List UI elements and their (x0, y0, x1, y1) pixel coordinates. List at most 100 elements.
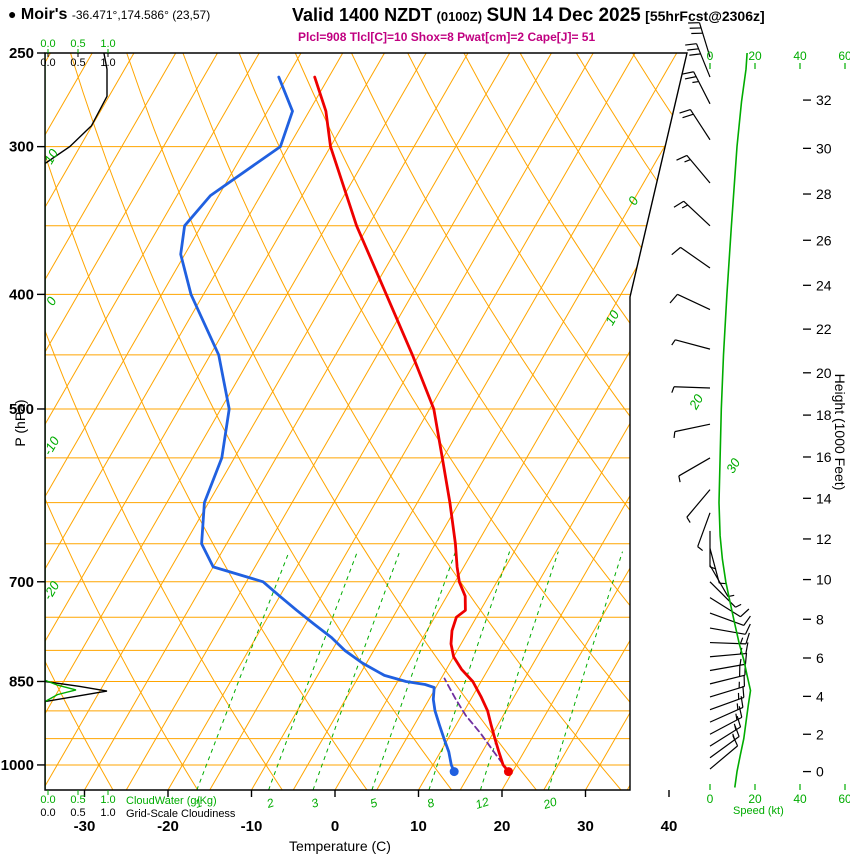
wind-barb (709, 548, 726, 585)
isotherm-label: 0 (625, 193, 642, 207)
isotherm-label: 30 (723, 455, 744, 476)
forecast-tag: [55hrFcst@2306z] (645, 8, 765, 24)
cloudiness-scale-label: 1.0 (100, 807, 115, 819)
pressure-tick-label: 700 (9, 574, 34, 591)
cloudiness-scale-label: 1.0 (100, 57, 115, 69)
pressure-tick-label: 400 (9, 286, 34, 303)
wind-barb (709, 612, 751, 626)
temp-tick-label: 40 (661, 818, 678, 835)
height-tick-label: 32 (816, 92, 832, 108)
station-name: Moir's (20, 6, 68, 23)
temp-tick-label: 10 (410, 818, 427, 835)
height-tick-label: 10 (816, 572, 832, 588)
cloudwater-scale-label: 1.0 (100, 38, 115, 50)
height-tick-label: 18 (816, 407, 832, 423)
valid-date: SUN 14 Dec 2025 (486, 5, 641, 26)
speed-scale-label: 0 (707, 49, 714, 63)
params-line: Plcl=908 Tlcl[C]=10 Shox=8 Pwat[cm]=2 Ca… (298, 30, 596, 44)
pressure-tick-label: 850 (9, 673, 34, 690)
cloudwater-scale-label: 0.0 (40, 794, 55, 806)
cloudwater-profile (45, 53, 77, 789)
wind-barb (709, 675, 746, 698)
plot-grid (45, 53, 687, 790)
station-header: ● Moir's -36.471°,174.586° (23,57) (8, 6, 210, 24)
speed-scale-label: 20 (748, 49, 762, 63)
height-tick-label: 24 (816, 277, 832, 293)
wind-barb (709, 706, 743, 735)
height-tick-label: 22 (816, 321, 832, 337)
cloudwater-axis-title: CloudWater (g/Kg) (126, 795, 217, 807)
height-tick-label: 8 (816, 611, 824, 627)
height-tick-label: 28 (816, 186, 832, 202)
height-tick-label: 12 (816, 531, 832, 547)
wind-barb (709, 632, 750, 645)
wind-barb (688, 22, 711, 58)
wind-barb (709, 530, 717, 570)
valid-main: Valid 1400 NZDT (292, 5, 433, 25)
pressure-axis-title: P (hPa) (12, 399, 28, 447)
wind-barb (685, 43, 711, 78)
height-tick-label: 14 (816, 490, 832, 506)
temp-tick-label: 30 (577, 818, 594, 835)
wind-barb (697, 512, 711, 552)
mixing-ratio-label: 2 (264, 795, 276, 811)
parcel-curve (443, 677, 510, 773)
wind-barb (679, 108, 711, 141)
station-coords: -36.471°,174.586° (23,57) (71, 8, 211, 22)
cloudiness-scale-label: 0.0 (40, 807, 55, 819)
isotherm-label: 10 (41, 146, 62, 167)
wind-barb (671, 339, 711, 350)
surface-temp-dot (503, 767, 513, 777)
temperature-curve (313, 75, 510, 773)
temp-tick-label: -30 (74, 818, 96, 835)
valid-zulu: (0100Z) (436, 9, 483, 24)
height-axis-title: Height (1000 Feet) (832, 373, 848, 491)
height-tick-label: 4 (816, 688, 824, 704)
mixing-ratio-label: 8 (425, 795, 436, 810)
wind-barb (709, 715, 742, 747)
wind-barb (676, 154, 711, 184)
height-tick-label: 16 (816, 449, 832, 465)
temp-tick-label: 0 (331, 818, 339, 835)
temp-tick-label: 20 (494, 818, 511, 835)
station-bullet-icon: ● (8, 6, 17, 22)
mixing-ratio-label: 12 (474, 794, 491, 812)
valid-line: Valid 1400 NZDT (0100Z) SUN 14 Dec 2025 … (292, 5, 765, 27)
height-tick-label: 0 (816, 764, 824, 780)
cloudiness-profile (45, 53, 108, 789)
isotherm-label: -10 (40, 433, 63, 457)
speed-scale-label: 0 (707, 792, 714, 806)
wind-barb (709, 623, 751, 635)
speed-scale-label: 40 (793, 792, 807, 806)
pressure-tick-label: 1000 (1, 757, 34, 774)
cloudwater-scale-label: 0.0 (40, 38, 55, 50)
temp-tick-label: -10 (241, 818, 263, 835)
wind-barb (709, 581, 742, 608)
plot-border (44, 52, 688, 791)
speed-scale-label: 40 (793, 49, 807, 63)
wind-barb (671, 386, 711, 393)
height-tick-label: 20 (816, 365, 832, 381)
wind-barb (709, 685, 745, 711)
mixing-ratio-label: 3 (309, 795, 320, 810)
cloudiness-scale-label: 0.5 (70, 57, 85, 69)
speed-scale-label: 60 (838, 49, 850, 63)
cloudiness-axis-title: Grid-Scale Cloudiness (126, 808, 236, 820)
wind-barb (709, 565, 735, 598)
speed-axis-title: Speed (kt) (733, 805, 784, 817)
mixing-ratio-label: 1 (193, 796, 204, 811)
wind-barb (673, 423, 711, 438)
isotherm-label: 20 (685, 391, 706, 413)
cloudiness-scale-label: 0.5 (70, 807, 85, 819)
pressure-tick-label: 250 (9, 45, 34, 62)
wind-barb (673, 200, 711, 227)
speed-scale-label: 20 (748, 792, 762, 806)
height-tick-label: 26 (816, 232, 832, 248)
surface-dewpoint-dot (449, 767, 459, 777)
height-tick-label: 2 (816, 726, 824, 742)
speed-curve (718, 52, 752, 788)
wind-barb (671, 246, 711, 269)
pressure-tick-label: 300 (9, 139, 34, 156)
